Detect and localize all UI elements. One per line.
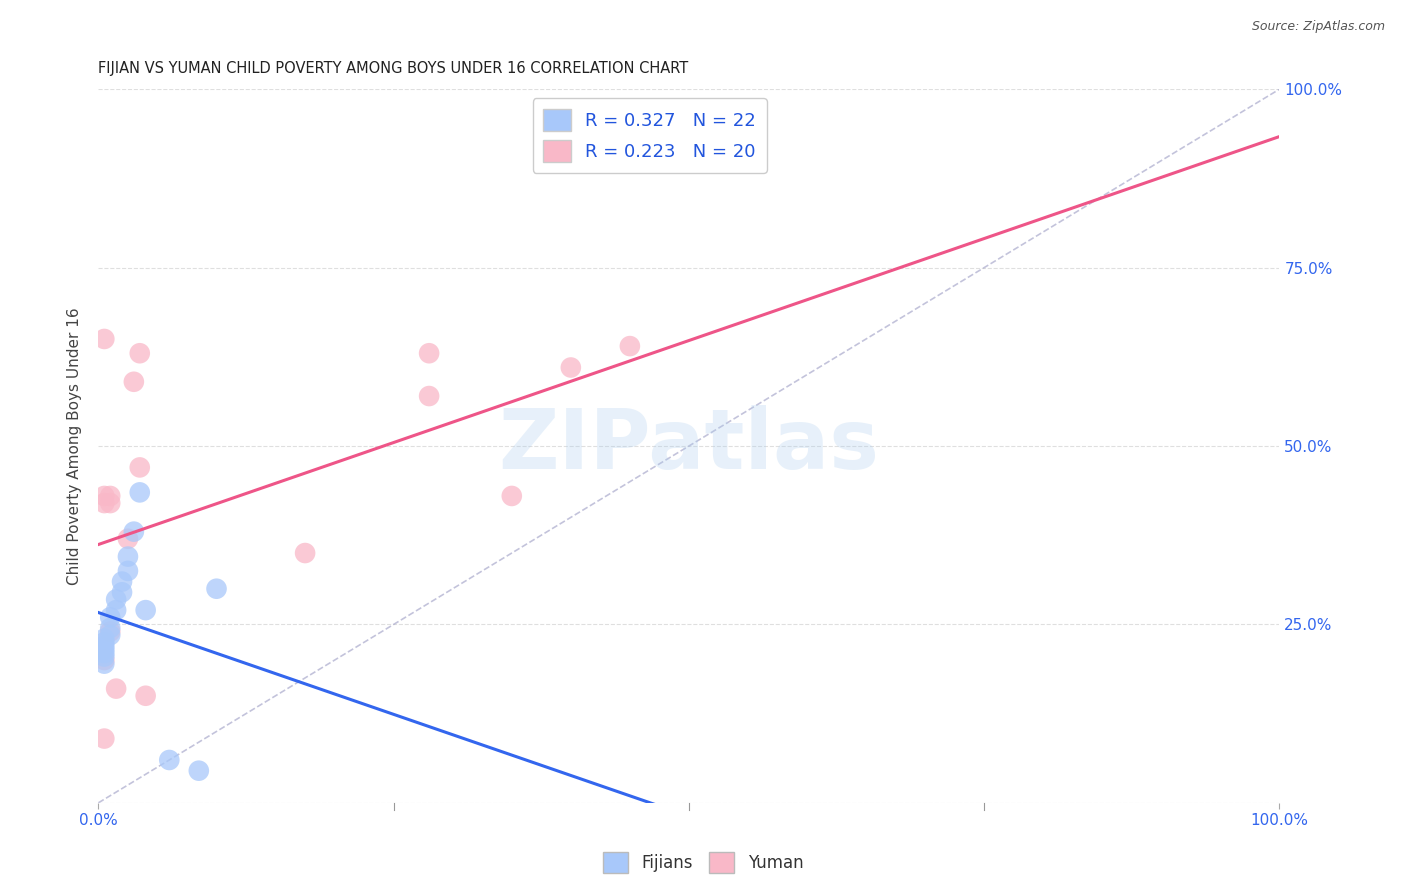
Legend: Fijians, Yuman: Fijians, Yuman [596,846,810,880]
Point [294,546,316,560]
Point [93,496,115,510]
Point [135,689,157,703]
Point [93,642,115,657]
Point [93,489,115,503]
Point [128,460,150,475]
Point [105,681,128,696]
Point [128,346,150,360]
Text: Source: ZipAtlas.com: Source: ZipAtlas.com [1251,20,1385,33]
Point [122,524,145,539]
Point [205,582,228,596]
Point [93,649,115,664]
Text: FIJIAN VS YUMAN CHILD POVERTY AMONG BOYS UNDER 16 CORRELATION CHART: FIJIAN VS YUMAN CHILD POVERTY AMONG BOYS… [98,61,689,76]
Point [98,489,121,503]
Point [98,621,121,635]
Point [560,360,582,375]
Point [93,653,115,667]
Point [93,635,115,649]
Point [93,657,115,671]
Point [98,610,121,624]
Point [93,332,115,346]
Point [122,375,145,389]
Point [98,624,121,639]
Point [117,549,139,564]
Point [93,646,115,660]
Point [187,764,209,778]
Point [128,485,150,500]
Legend: R = 0.327   N = 22, R = 0.223   N = 20: R = 0.327 N = 22, R = 0.223 N = 20 [533,98,766,173]
Y-axis label: Child Poverty Among Boys Under 16: Child Poverty Among Boys Under 16 [67,307,83,585]
Point [111,585,134,599]
Point [117,564,139,578]
Point [93,731,115,746]
Point [98,496,121,510]
Point [105,603,128,617]
Point [93,632,115,646]
Point [111,574,134,589]
Point [117,532,139,546]
Point [619,339,641,353]
Point [135,603,157,617]
Point [98,628,121,642]
Point [418,389,440,403]
Point [157,753,180,767]
Point [105,592,128,607]
Point [418,346,440,360]
Text: ZIPatlas: ZIPatlas [499,406,879,486]
Point [93,639,115,653]
Point [501,489,523,503]
